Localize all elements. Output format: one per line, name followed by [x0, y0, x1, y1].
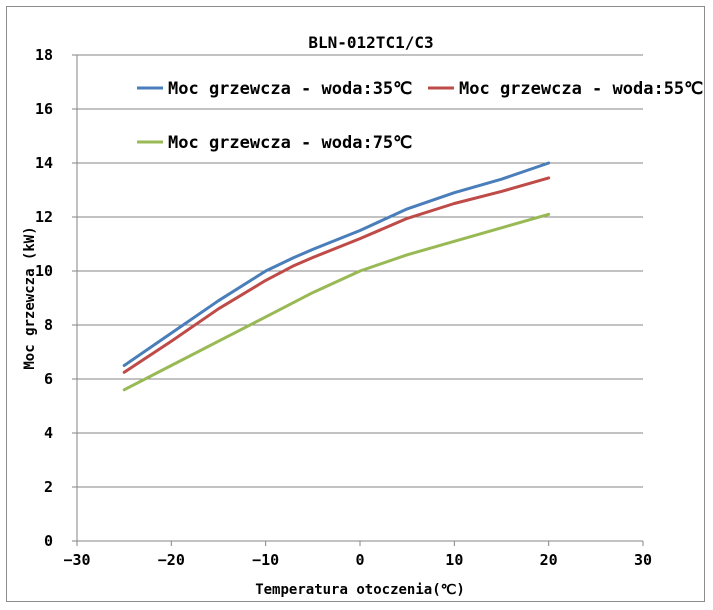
x-axis-label: Temperatura otoczenia(℃)	[255, 582, 465, 598]
x-tick-label: 20	[540, 551, 558, 569]
x-tick-label: −30	[63, 551, 90, 569]
x-tick-label: −20	[158, 551, 185, 569]
y-tick-label: 14	[35, 154, 53, 172]
y-tick-labels: 0 2 4 6 8 10 12 14 16 18	[35, 46, 53, 550]
x-tick-label: 10	[445, 551, 463, 569]
y-tick-label: 2	[44, 478, 53, 496]
legend-label-3: Moc grzewcza - woda:75℃	[168, 133, 412, 153]
y-axis-label: Moc grzewcza (kW)	[22, 226, 38, 369]
series-lines	[122, 161, 551, 392]
x-tick-label: 0	[355, 551, 364, 569]
series-line-2	[122, 176, 551, 374]
y-tick-label: 8	[44, 316, 53, 334]
y-tick-label: 18	[35, 46, 53, 64]
x-tick-label: 30	[634, 551, 652, 569]
legend-label-2: Moc grzewcza - woda:55℃	[459, 79, 703, 99]
y-tick-label: 6	[44, 370, 53, 388]
y-tick-label: 4	[44, 424, 53, 442]
legend-label-1: Moc grzewcza - woda:35℃	[168, 79, 412, 99]
legend: Moc grzewcza - woda:35℃ Moc grzewcza - wo…	[137, 79, 703, 153]
y-tick-label: 10	[35, 262, 53, 280]
chart-title: BLN-012TC1/C3	[308, 33, 433, 52]
y-tick-label: 0	[44, 532, 53, 550]
y-tick-label: 16	[35, 100, 53, 118]
x-tick-labels: −30 −20 −10 0 10 20 30	[63, 551, 652, 569]
axes	[72, 54, 644, 546]
series-line-1	[122, 161, 551, 367]
y-tick-label: 12	[35, 208, 53, 226]
series-line-3	[122, 212, 551, 392]
chart-frame	[6, 6, 705, 602]
x-tick-label: −10	[252, 551, 279, 569]
